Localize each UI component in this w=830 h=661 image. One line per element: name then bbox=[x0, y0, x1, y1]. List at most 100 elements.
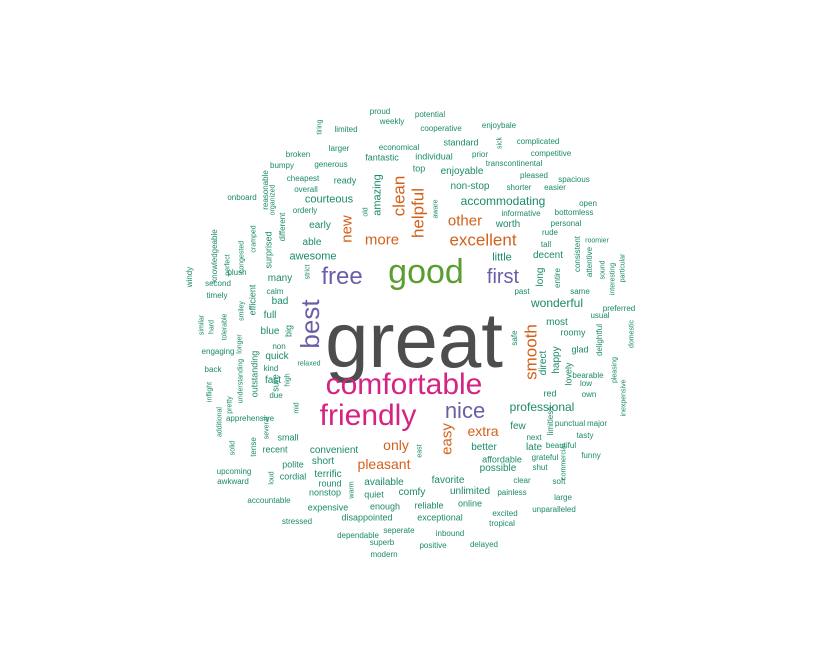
word-red: red bbox=[543, 388, 557, 399]
word-competitive: competitive bbox=[530, 149, 572, 158]
word-tropical: tropical bbox=[489, 519, 515, 528]
word-congested: congested bbox=[238, 240, 246, 274]
word-larger: larger bbox=[328, 144, 350, 153]
word-kind: kind bbox=[263, 364, 279, 373]
word-delightful: delightful bbox=[595, 323, 604, 357]
word-sick: sick bbox=[496, 136, 504, 150]
word-clean: clean bbox=[389, 175, 409, 217]
word-longer: longer bbox=[236, 334, 244, 354]
word-back: back bbox=[204, 365, 222, 374]
word-favorite: favorite bbox=[431, 475, 465, 486]
word-seperate: seperate bbox=[383, 526, 415, 535]
word-different: different bbox=[278, 212, 287, 242]
word-cordial: cordial bbox=[279, 471, 307, 482]
word-superb: superb bbox=[369, 538, 395, 547]
word-own: own bbox=[581, 390, 597, 399]
word-shut: shut bbox=[532, 463, 548, 472]
word-high: high bbox=[284, 373, 292, 387]
word-inbound: inbound bbox=[435, 529, 465, 538]
word-good: good bbox=[388, 253, 464, 291]
word-several: several bbox=[263, 416, 271, 440]
word-proud: proud bbox=[369, 107, 391, 116]
word-punctual: punctual bbox=[554, 419, 586, 428]
word-amazing: amazing bbox=[371, 174, 384, 216]
word-onboard: onboard bbox=[227, 193, 257, 202]
word-round: round bbox=[318, 478, 342, 489]
word-many: many bbox=[267, 273, 293, 284]
word-grateful: grateful bbox=[531, 453, 559, 462]
word-timely: timely bbox=[206, 291, 228, 300]
word-possible: possible bbox=[479, 463, 517, 474]
word-clear: clear bbox=[513, 476, 531, 485]
word-little: little bbox=[492, 251, 512, 264]
word-accountable: accountable bbox=[247, 496, 291, 505]
word-bad: bad bbox=[271, 296, 289, 307]
word-beautiful: beautiful bbox=[545, 441, 577, 450]
word-new: new bbox=[338, 215, 356, 243]
word-helpful: helpful bbox=[408, 187, 428, 239]
word-aware: aware bbox=[432, 199, 440, 219]
word-extra: extra bbox=[467, 423, 499, 439]
word-short: short bbox=[311, 456, 335, 467]
word-comfortable: comfortable bbox=[325, 368, 483, 401]
word-weekly: weekly bbox=[379, 117, 405, 126]
word-perfect: perfect bbox=[224, 254, 232, 276]
word-happy: happy bbox=[551, 346, 562, 374]
word-online: online bbox=[457, 498, 483, 509]
word-convenient: convenient bbox=[309, 445, 359, 456]
word-non: non bbox=[272, 342, 286, 351]
word-large: large bbox=[554, 493, 572, 502]
word-bottomless: bottomless bbox=[554, 208, 594, 217]
word-quick: quick bbox=[265, 351, 289, 362]
word-unparalleled: unparalleled bbox=[532, 505, 576, 514]
word-exceptional: exceptional bbox=[417, 512, 463, 523]
word-excellent: excellent bbox=[449, 230, 517, 250]
word-domestic: domestic bbox=[628, 319, 636, 349]
word-generous: generous bbox=[314, 160, 348, 169]
word-unlimited: unlimited bbox=[449, 486, 491, 497]
word-easy: easy bbox=[438, 423, 456, 455]
word-full: full bbox=[263, 310, 277, 321]
word-roomier: roomier bbox=[585, 237, 609, 245]
word-windy: windy bbox=[185, 266, 194, 288]
word-consistent: consistent bbox=[573, 235, 582, 273]
word-limitless: limitless bbox=[546, 406, 555, 436]
word-pleased: pleased bbox=[519, 171, 549, 180]
word-cooperative: cooperative bbox=[420, 124, 462, 133]
word-polite: polite bbox=[282, 459, 304, 470]
word-more: more bbox=[364, 231, 400, 249]
word-enjoybale: enjoybale bbox=[481, 121, 517, 130]
word-tiring: tiring bbox=[316, 119, 324, 135]
word-fast: fast bbox=[264, 375, 282, 386]
word-recent: recent bbox=[262, 444, 288, 455]
word-only: only bbox=[383, 437, 409, 453]
word-east: east bbox=[416, 444, 424, 458]
word-rude: rude bbox=[541, 228, 559, 237]
word-next: next bbox=[526, 433, 542, 442]
word-early: early bbox=[309, 220, 331, 231]
word-standard: standard bbox=[443, 137, 479, 148]
word-efficient: efficient bbox=[247, 284, 258, 316]
word-shorter: shorter bbox=[506, 183, 532, 192]
word-personal: personal bbox=[550, 219, 582, 228]
word-economical: economical bbox=[378, 143, 420, 152]
word-funny: funny bbox=[581, 451, 601, 460]
word-cramped: cramped bbox=[250, 225, 258, 253]
word-tasty: tasty bbox=[576, 431, 594, 440]
word-nice: nice bbox=[444, 398, 486, 423]
word-tense: tense bbox=[249, 437, 258, 457]
word-able: able bbox=[302, 237, 322, 248]
word-pleasant: pleasant bbox=[357, 456, 411, 472]
word-overall: overall bbox=[294, 185, 318, 194]
word-positive: positive bbox=[419, 541, 447, 550]
word-top: top bbox=[412, 163, 426, 174]
word-prior: prior bbox=[471, 150, 489, 159]
word-apprehensive: apprehensive bbox=[225, 414, 275, 423]
word-cheapest: cheapest bbox=[286, 174, 320, 183]
word-loud: loud bbox=[268, 471, 276, 485]
word-courteous: courteous bbox=[304, 193, 354, 206]
word-particular: particular bbox=[619, 253, 627, 283]
word-big: big bbox=[283, 324, 294, 338]
word-comfy: comfy bbox=[398, 487, 426, 498]
